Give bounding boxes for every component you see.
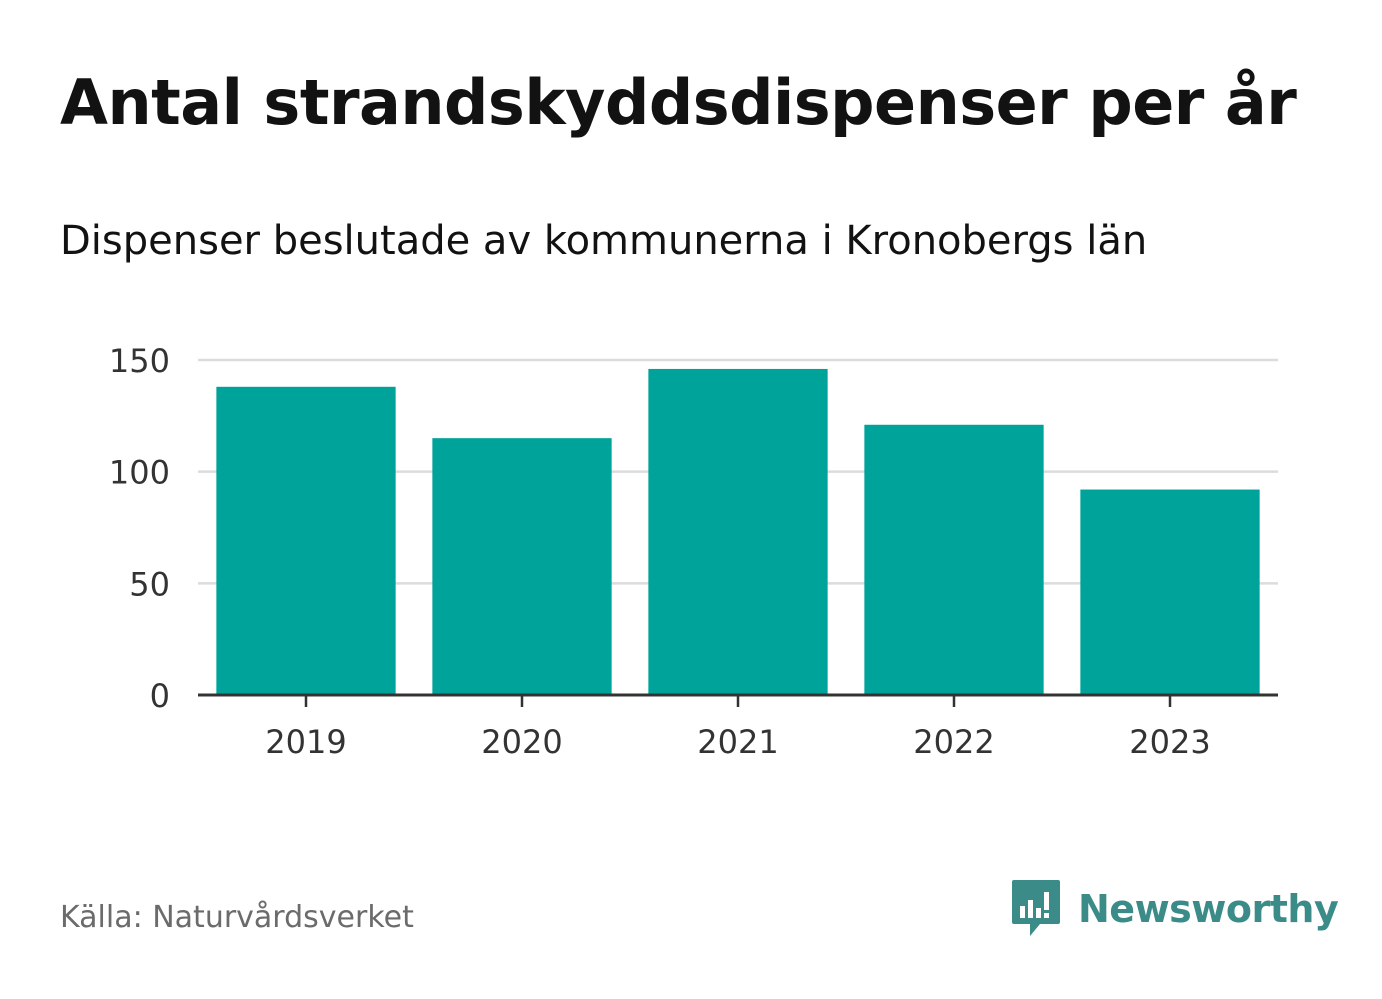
chart-title: Antal strandskyddsdispenser per år [60, 66, 1297, 139]
x-tick-label-2021: 2021 [697, 723, 778, 761]
bars [216, 368, 1260, 695]
x-tick-label-2020: 2020 [481, 723, 562, 761]
bar-2019 [216, 386, 396, 695]
y-tick-label-50: 50 [129, 565, 170, 603]
source-note: Källa: Naturvårdsverket [60, 900, 414, 935]
bar-2021 [648, 368, 828, 695]
bar-2022 [864, 424, 1044, 695]
x-tick-label-2019: 2019 [265, 723, 346, 761]
brand-name: Newsworthy [1078, 887, 1339, 931]
bar-2020 [432, 438, 612, 695]
brand-logo: Newsworthy [1010, 878, 1339, 940]
chart-subtitle: Dispenser beslutade av kommunerna i Kron… [60, 218, 1148, 264]
tick-labels: 0 50 100 150 2019 2020 2021 2022 2023 [109, 342, 1211, 761]
y-tick-label-0: 0 [150, 677, 170, 715]
y-tick-label-100: 100 [109, 454, 170, 492]
bar-2023 [1080, 489, 1260, 695]
newsworthy-chart-bubble-icon [1012, 880, 1060, 936]
y-tick-label-150: 150 [109, 342, 170, 380]
axes [198, 693, 1278, 707]
x-tick-label-2023: 2023 [1129, 723, 1210, 761]
x-tick-label-2022: 2022 [913, 723, 994, 761]
